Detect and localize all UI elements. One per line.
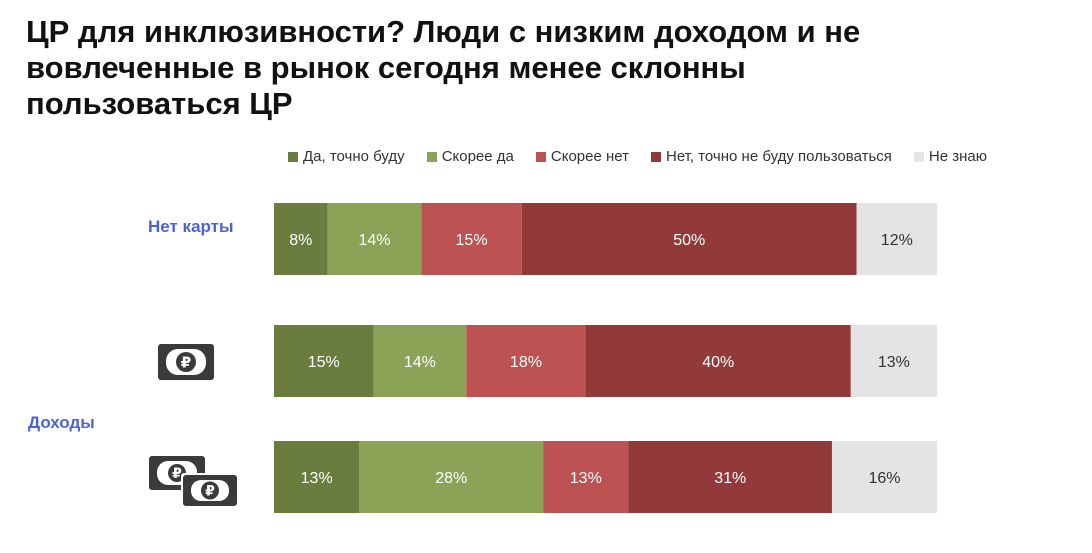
legend-item-dont-know: Не знаю (913, 148, 988, 165)
data-label: 15% (456, 232, 488, 249)
legend-label: Нет, точно не буду пользоваться (666, 148, 892, 165)
legend-label: Да, точно буду (303, 148, 405, 165)
bar-segment-rather-no (466, 325, 586, 397)
bar-segment-rather-yes (327, 203, 422, 275)
bar-segment-definitely-no (628, 441, 832, 513)
data-label: 13% (570, 470, 602, 487)
legend-swatch (535, 151, 546, 162)
bar-segment-dont-know (850, 325, 937, 397)
chart-title: ЦР для инклюзивности? Люди с низким дохо… (26, 14, 861, 121)
legend: Да, точно буду Скорее да Скорее нет Нет,… (288, 148, 987, 165)
legend-swatch (913, 151, 924, 162)
bar-segment-definitely-yes (274, 441, 360, 513)
bar-segment-definitely-no (585, 325, 851, 397)
data-label: 40% (702, 354, 734, 371)
legend-label: Не знаю (928, 148, 988, 165)
two-ruble-banknotes-icon: ₽ ₽ (149, 456, 239, 508)
legend-item-rather-yes: Скорее да (426, 148, 514, 165)
bar-segment-definitely-yes (274, 325, 374, 397)
bar-segment-definitely-yes (274, 203, 328, 275)
data-label: 13% (878, 354, 910, 371)
bar-segment-rather-no (421, 203, 522, 275)
data-label: 12% (881, 232, 913, 249)
data-label: 31% (714, 470, 746, 487)
svg-text:₽: ₽ (172, 466, 182, 482)
data-label: 14% (404, 354, 436, 371)
legend-label: Скорее да (441, 148, 514, 165)
group-label-income: Доходы (28, 413, 95, 432)
svg-text:₽: ₽ (181, 354, 191, 372)
legend-label: Скорее нет (550, 148, 629, 165)
legend-swatch (426, 151, 437, 162)
legend-item-rather-no: Скорее нет (535, 148, 629, 165)
legend-item-definitely-no: Нет, точно не буду пользоваться (651, 148, 892, 165)
bar-segment-dont-know (856, 203, 937, 275)
data-label: 50% (673, 232, 705, 249)
legend-swatch (288, 151, 298, 162)
bar-segment-definitely-no (521, 203, 857, 275)
data-label: 13% (301, 470, 333, 487)
bar-segment-dont-know (831, 441, 937, 513)
legend-item-definitely-yes: Да, точно буду (288, 148, 405, 165)
svg-text:₽: ₽ (205, 484, 215, 500)
row-label-no-card: Нет карты (148, 217, 234, 236)
legend-swatch (651, 151, 661, 162)
data-label: 15% (308, 354, 340, 371)
data-label: 18% (510, 354, 542, 371)
bar-segment-rather-yes (359, 441, 544, 513)
ruble-banknote-icon: ₽ (158, 344, 214, 380)
data-label: 16% (868, 470, 900, 487)
data-label: 14% (358, 232, 390, 249)
data-label: 8% (289, 232, 312, 249)
bar-segment-rather-yes (373, 325, 467, 397)
bar-segment-rather-no (543, 441, 629, 513)
data-label: 28% (435, 470, 467, 487)
